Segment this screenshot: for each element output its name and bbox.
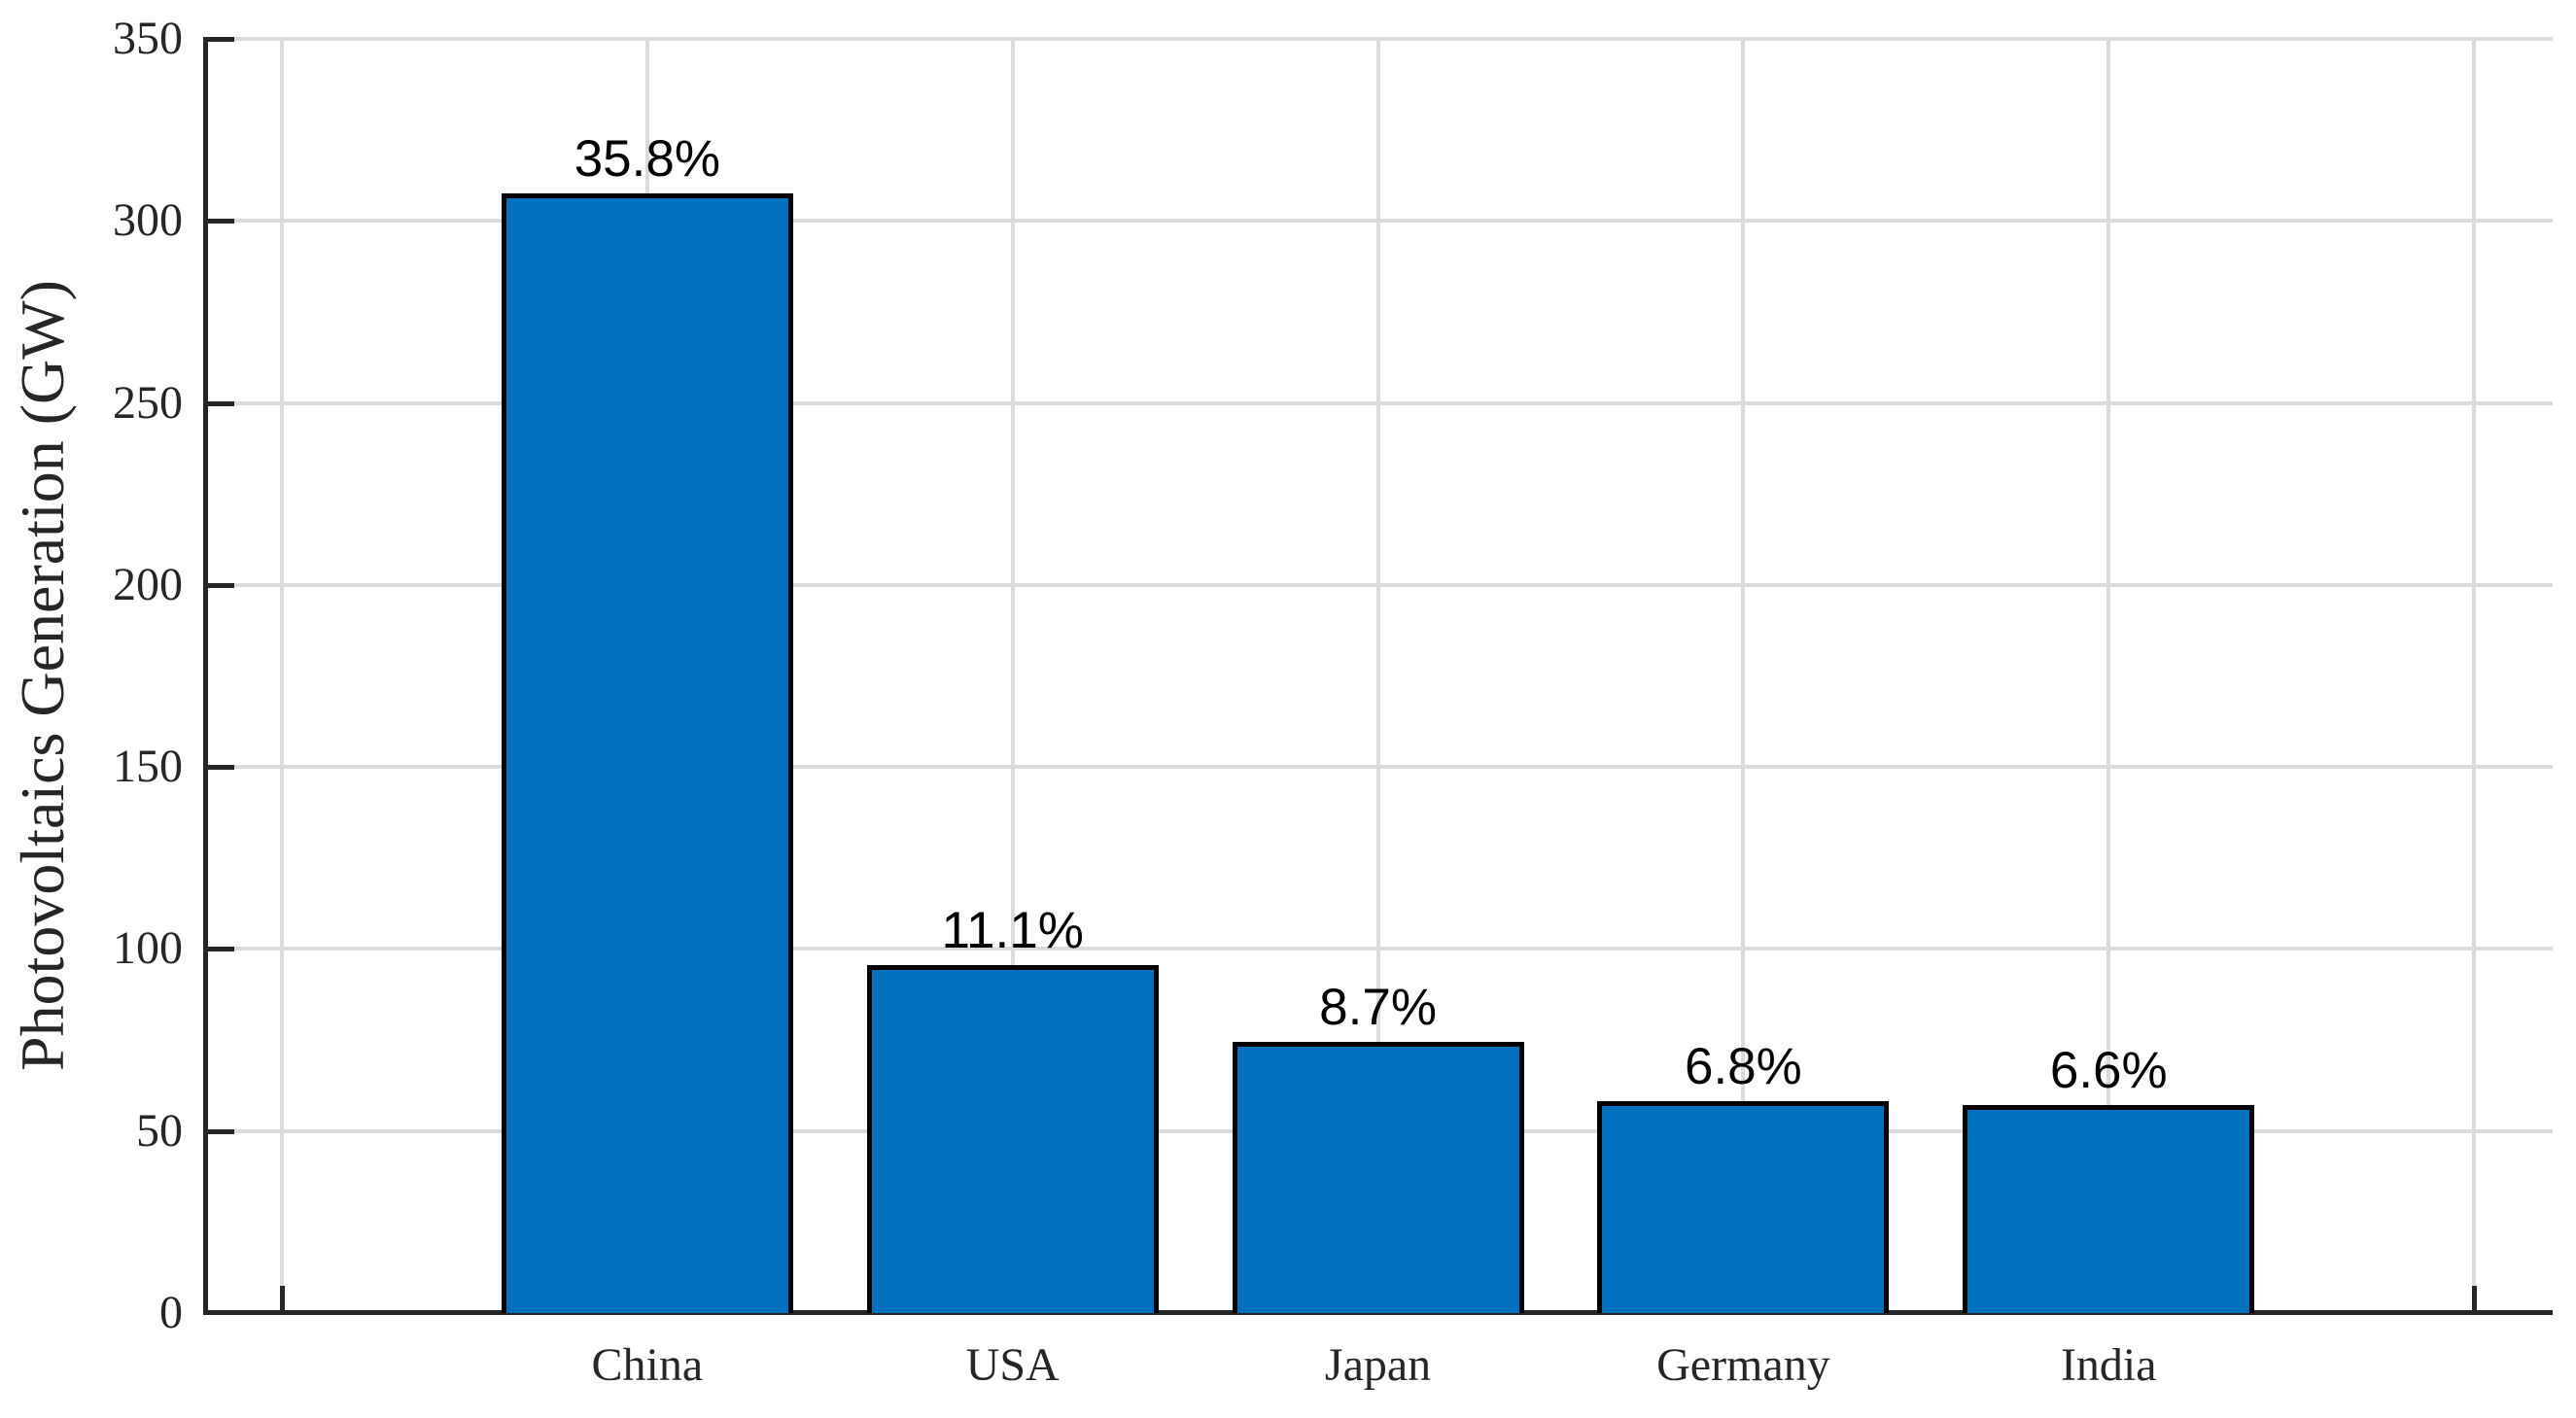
bar-usa	[866, 965, 1159, 1313]
pct-label-japan: 8.7%	[1319, 978, 1437, 1036]
y-tick-label-250: 250	[113, 376, 183, 429]
y-tick-150	[207, 765, 234, 771]
y-tick-label-50: 50	[136, 1104, 183, 1157]
y-tick-label-200: 200	[113, 558, 183, 610]
y-tick-50	[207, 1128, 234, 1134]
y-tick-300	[207, 219, 234, 225]
bar-japan	[1232, 1041, 1524, 1313]
y-tick-label-100: 100	[113, 922, 183, 975]
y-tick-label-300: 300	[113, 194, 183, 247]
y-tick-label-0: 0	[159, 1287, 183, 1338]
pct-label-germany: 6.8%	[1684, 1037, 1802, 1095]
gridline-x-3	[1375, 39, 1380, 1313]
gridline-x-2	[1010, 39, 1015, 1313]
bar-india	[1963, 1105, 2255, 1313]
y-tick-350	[207, 37, 234, 42]
y-axis-line	[203, 37, 208, 1315]
x-tick-label-germany: Germany	[1656, 1339, 1830, 1391]
y-tick-label-150: 150	[113, 741, 183, 793]
x-tick-0	[280, 1286, 285, 1313]
y-tick-200	[207, 582, 234, 588]
pct-label-china: 35.8%	[574, 130, 720, 189]
pct-label-usa: 11.1%	[941, 902, 1084, 960]
pct-label-india: 6.6%	[2049, 1042, 2168, 1100]
gridline-x-5	[2106, 39, 2111, 1313]
y-tick-250	[207, 400, 234, 406]
plot-area: 0 50 100 150 200 250 300 350 35.8% China 11.1% USA 8…	[113, 13, 2553, 1391]
x-tick-label-china: China	[591, 1339, 704, 1391]
gridline-x-0	[280, 39, 284, 1313]
x-tick-label-japan: Japan	[1324, 1339, 1432, 1391]
bar-china	[501, 193, 793, 1313]
bar-germany	[1597, 1100, 1890, 1313]
x-tick-6	[2472, 1286, 2478, 1313]
x-tick-label-india: India	[2060, 1339, 2157, 1391]
y-tick-100	[207, 947, 234, 952]
gridline-x-4	[1741, 39, 1746, 1313]
y-tick-label-350: 350	[113, 13, 183, 64]
x-tick-label-usa: USA	[965, 1339, 1060, 1391]
gridline-x-6	[2472, 39, 2477, 1313]
